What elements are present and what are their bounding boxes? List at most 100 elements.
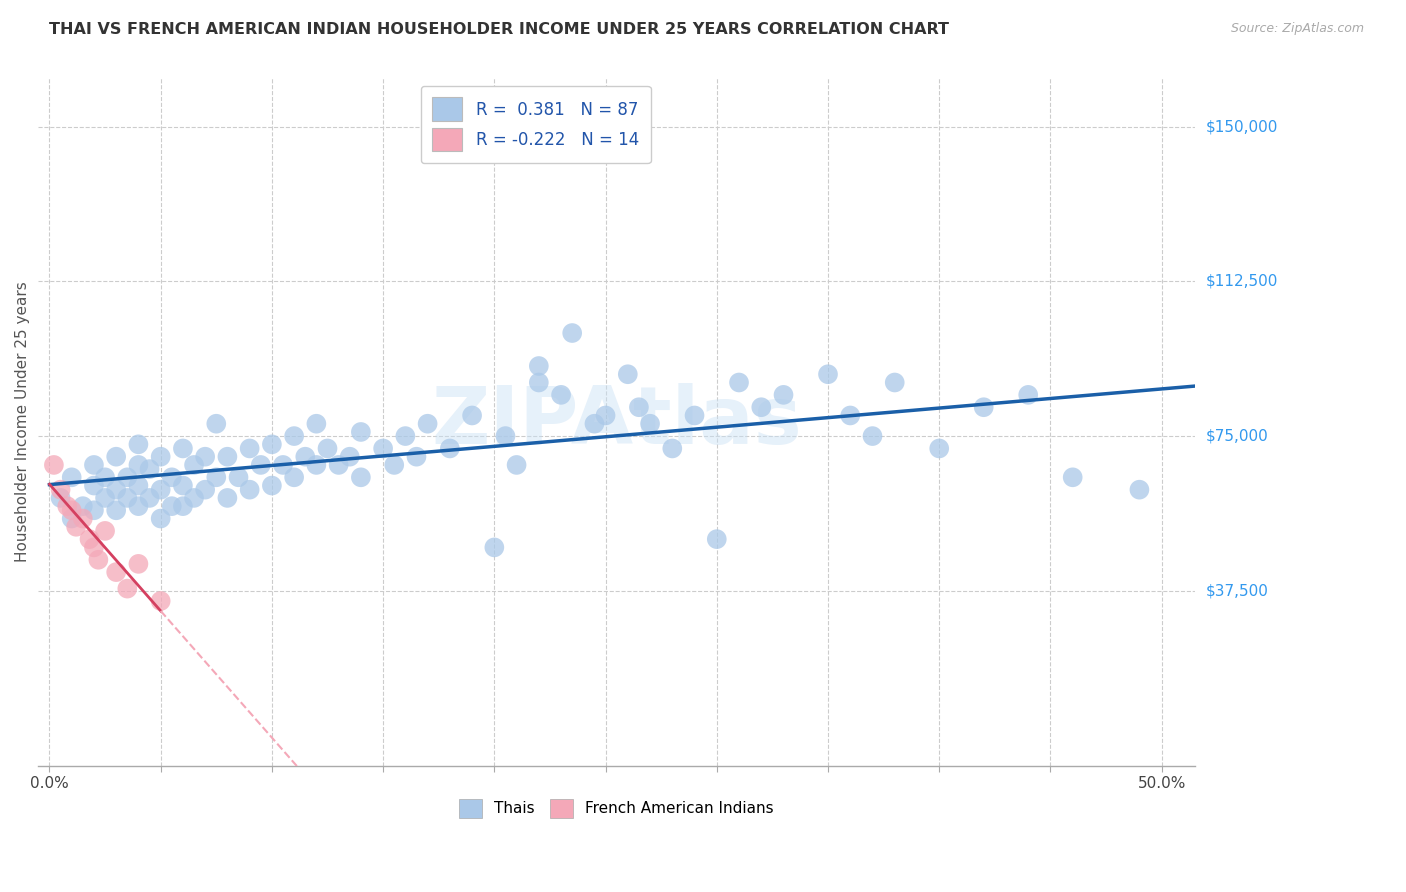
Point (1062, 470, 1084, 484)
Point (260, 478, 283, 492)
Point (149, 594, 172, 608)
Point (94, 491, 117, 505)
Point (217, 491, 239, 505)
Point (271, 458, 294, 472)
Point (973, 401, 995, 415)
Point (1128, 483, 1150, 497)
Point (127, 557, 149, 571)
Point (350, 425, 373, 439)
Point (205, 470, 228, 484)
Legend: Thais, French American Indians: Thais, French American Indians (453, 793, 780, 823)
Point (627, 401, 650, 415)
Point (127, 437, 149, 451)
Point (65, 520, 87, 534)
Text: $150,000: $150,000 (1206, 120, 1278, 135)
Point (149, 511, 172, 525)
Point (883, 376, 905, 390)
Point (339, 450, 361, 464)
Point (160, 499, 183, 513)
Point (94, 524, 117, 538)
Point (83, 503, 105, 517)
Text: ZIPAtlas: ZIPAtlas (432, 383, 801, 460)
Point (172, 442, 194, 456)
Point (172, 499, 194, 513)
Point (239, 483, 262, 497)
Point (550, 388, 572, 402)
Point (60, 503, 83, 517)
Point (49, 491, 72, 505)
Point (683, 409, 706, 423)
Point (350, 470, 373, 484)
Point (94, 470, 117, 484)
Point (60, 511, 83, 525)
Point (862, 429, 884, 443)
Point (49, 483, 72, 497)
Point (1017, 388, 1039, 402)
Point (60, 470, 83, 484)
Point (228, 470, 250, 484)
Point (405, 450, 427, 464)
Point (371, 442, 394, 456)
Point (138, 462, 160, 476)
Point (117, 582, 139, 596)
Point (416, 417, 439, 431)
Point (706, 532, 728, 546)
Point (83, 458, 105, 472)
Point (728, 376, 751, 390)
Point (87, 553, 110, 567)
Point (138, 491, 160, 505)
Point (638, 417, 661, 431)
Point (172, 478, 194, 492)
Point (127, 478, 149, 492)
Point (260, 437, 283, 451)
Point (83, 541, 105, 555)
Point (283, 429, 305, 443)
Point (505, 458, 527, 472)
Point (839, 409, 862, 423)
Point (484, 541, 506, 555)
Point (160, 470, 183, 484)
Point (117, 491, 139, 505)
Point (305, 417, 328, 431)
Point (83, 478, 105, 492)
Point (561, 326, 583, 340)
Point (316, 442, 339, 456)
Point (617, 368, 640, 382)
Point (72, 499, 94, 513)
Point (194, 450, 217, 464)
Point (42, 458, 65, 472)
Point (328, 458, 350, 472)
Point (527, 376, 550, 390)
Point (127, 458, 149, 472)
Point (127, 499, 149, 513)
Point (294, 450, 316, 464)
Point (305, 458, 328, 472)
Text: $112,500: $112,500 (1206, 274, 1278, 289)
Point (149, 483, 172, 497)
Point (595, 409, 617, 423)
Point (183, 458, 205, 472)
Point (56, 499, 79, 513)
Y-axis label: Householder Income Under 25 years: Householder Income Under 25 years (15, 281, 30, 562)
Point (817, 368, 839, 382)
Point (283, 470, 305, 484)
Point (205, 417, 228, 431)
Point (217, 450, 239, 464)
Point (772, 388, 794, 402)
Point (149, 450, 172, 464)
Point (461, 409, 484, 423)
Point (105, 565, 128, 579)
Point (105, 503, 128, 517)
Point (117, 470, 139, 484)
Point (249, 458, 271, 472)
Point (183, 491, 205, 505)
Point (79, 532, 101, 546)
Point (194, 483, 217, 497)
Point (239, 442, 262, 456)
Text: Source: ZipAtlas.com: Source: ZipAtlas.com (1230, 22, 1364, 36)
Text: $75,000: $75,000 (1206, 428, 1268, 443)
Point (394, 429, 416, 443)
Text: $37,500: $37,500 (1206, 583, 1270, 599)
Point (583, 417, 606, 431)
Point (661, 442, 683, 456)
